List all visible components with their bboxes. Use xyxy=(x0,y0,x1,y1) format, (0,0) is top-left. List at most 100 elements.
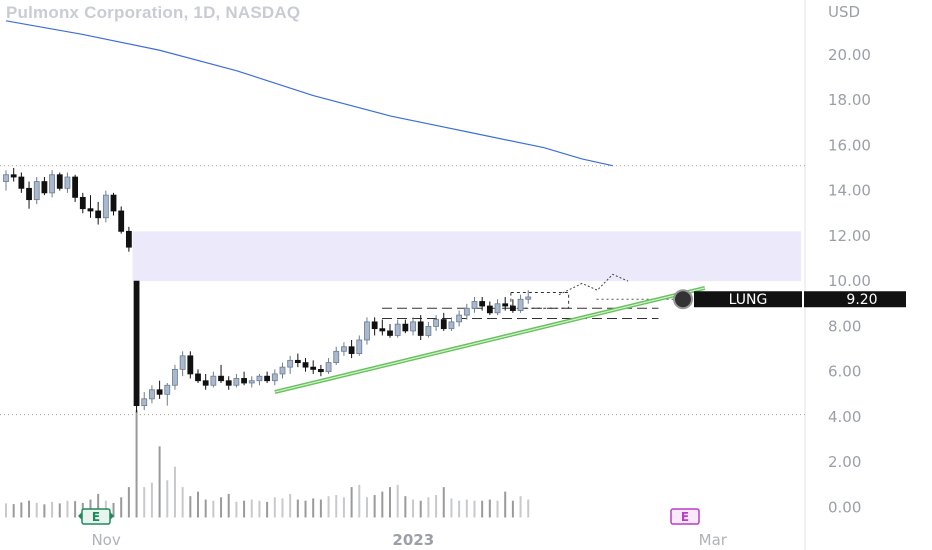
volume-bar xyxy=(465,499,468,518)
candle-body xyxy=(379,328,386,332)
candle-body xyxy=(149,389,155,400)
candle xyxy=(72,174,79,202)
candle xyxy=(233,373,240,388)
price-tick-label: 10.00 xyxy=(828,272,871,290)
price-tick-label: 12.00 xyxy=(828,227,871,245)
candle xyxy=(479,296,486,311)
candle-body xyxy=(410,321,416,332)
candle xyxy=(149,385,155,404)
volume-bar xyxy=(51,501,54,518)
earnings-marker-box xyxy=(670,508,700,525)
candle-body xyxy=(502,303,509,307)
candle xyxy=(463,303,470,320)
price-tick-label: 8.00 xyxy=(828,317,861,335)
candle xyxy=(187,351,194,379)
candle-body xyxy=(133,280,140,407)
candle xyxy=(195,369,201,383)
candle-body xyxy=(310,366,317,370)
candle xyxy=(341,342,347,356)
candle-body xyxy=(333,350,340,364)
candle-body xyxy=(64,176,71,189)
candle xyxy=(302,358,309,372)
chart-title: Pulmonx Corporation, 1D, NASDAQ xyxy=(6,3,301,22)
volume-bar xyxy=(504,491,507,518)
candle xyxy=(310,360,317,374)
candle-body xyxy=(264,375,271,382)
trendline-highlight xyxy=(274,287,706,393)
candle-body xyxy=(248,380,255,384)
candle xyxy=(156,380,163,399)
candle-body xyxy=(3,174,9,182)
supply-zone xyxy=(132,231,802,282)
candle xyxy=(218,364,224,383)
candle xyxy=(256,373,263,386)
candle xyxy=(141,392,148,411)
volume-bar xyxy=(135,410,138,518)
volume-bar xyxy=(488,499,491,518)
candle xyxy=(164,382,171,406)
volume-bar xyxy=(112,502,115,518)
volume-bar xyxy=(143,487,146,518)
candle xyxy=(56,172,63,191)
volume-bar xyxy=(127,487,130,518)
volume-bar xyxy=(312,498,315,518)
volume-bar xyxy=(527,499,530,518)
candle xyxy=(10,167,17,182)
candle xyxy=(394,319,401,338)
candle xyxy=(125,226,132,252)
volume-bar xyxy=(235,501,238,518)
candle xyxy=(502,296,509,311)
candle-body xyxy=(271,373,278,382)
volume-bar xyxy=(28,500,31,518)
candle xyxy=(49,170,55,198)
volume-bar xyxy=(473,500,476,518)
candle-body xyxy=(471,301,478,309)
earnings-marker-label: E xyxy=(92,510,100,524)
volume-bar xyxy=(342,497,345,518)
candle-body xyxy=(225,380,232,386)
candle xyxy=(248,376,255,388)
volume-bar xyxy=(158,446,161,518)
volume-bar xyxy=(43,504,46,518)
candle xyxy=(509,299,516,313)
volume-bar xyxy=(204,499,207,518)
candle xyxy=(3,170,9,191)
candle xyxy=(287,355,294,374)
candle-body xyxy=(394,323,401,336)
price-tick-label: 0.00 xyxy=(828,498,861,516)
volume-bar xyxy=(496,500,499,518)
volume-bar xyxy=(258,500,261,518)
candle xyxy=(110,192,117,216)
candle xyxy=(471,296,478,313)
time-tick-label: Nov xyxy=(91,531,120,549)
candle xyxy=(486,301,493,316)
candle xyxy=(241,371,247,386)
candle-body xyxy=(41,181,48,194)
earnings-marker-label: E xyxy=(681,510,689,524)
volume-bar xyxy=(243,500,246,518)
candle-body xyxy=(202,380,209,386)
volume-bar xyxy=(296,499,299,518)
candle xyxy=(364,317,370,345)
candle xyxy=(26,181,32,209)
candle xyxy=(210,371,217,388)
volume-bar xyxy=(189,496,192,518)
candle-body xyxy=(118,210,125,232)
candle xyxy=(417,315,424,340)
moving-average-line xyxy=(5,20,613,167)
candle-body xyxy=(110,194,117,212)
candle-body xyxy=(440,319,447,330)
candle-body xyxy=(164,384,171,395)
volume-bar xyxy=(458,500,461,518)
volume-bar xyxy=(511,500,514,518)
candle xyxy=(379,319,386,336)
candle-body xyxy=(156,389,163,395)
candle-body xyxy=(302,362,309,368)
time-tick-label: Mar xyxy=(699,531,728,549)
volume-bar xyxy=(289,493,292,518)
candle-body xyxy=(172,369,178,386)
candle-body xyxy=(279,366,286,375)
candle-body xyxy=(486,305,493,314)
candle xyxy=(294,353,301,368)
